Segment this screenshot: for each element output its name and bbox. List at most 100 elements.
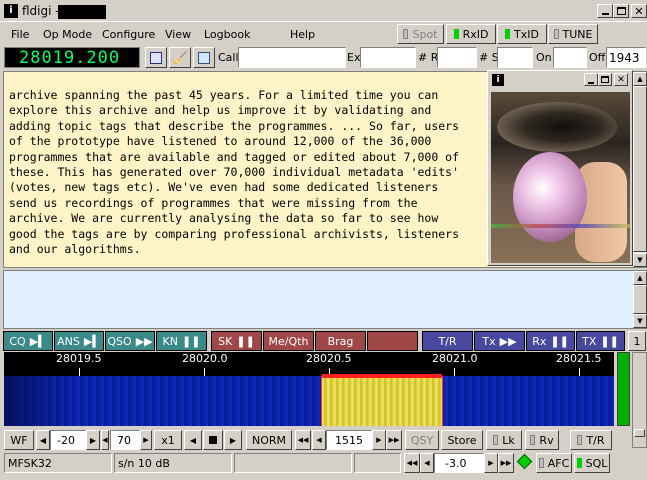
macro-cq-label: CQ bbox=[9, 334, 26, 348]
off-time-input[interactable]: 1943 bbox=[606, 47, 646, 68]
ex-input[interactable] bbox=[360, 47, 416, 68]
image-maximize-button[interactable] bbox=[598, 73, 612, 86]
arrow-left-icon: ◀ bbox=[102, 436, 108, 444]
tx-scroll-thumb[interactable] bbox=[633, 285, 647, 314]
image-minimize-button[interactable] bbox=[584, 73, 598, 86]
rx-scroll-thumb[interactable] bbox=[633, 86, 647, 252]
floor-increment[interactable]: ▶ bbox=[86, 430, 100, 450]
afc-toggle[interactable]: AFC bbox=[536, 453, 572, 473]
menu-logbook[interactable]: Logbook bbox=[204, 28, 251, 41]
on-time-input[interactable] bbox=[553, 47, 587, 68]
spot-toggle[interactable]: Spot bbox=[397, 24, 444, 44]
macro-sk[interactable]: SK ❚❚ bbox=[211, 331, 262, 351]
spot-label: Spot bbox=[412, 27, 438, 41]
tx-text-panel[interactable]: ▲ ▼ bbox=[3, 270, 647, 329]
rst-s-input[interactable] bbox=[497, 47, 533, 68]
zoom-button[interactable]: x1 bbox=[154, 430, 182, 450]
squelch-slider[interactable] bbox=[632, 352, 647, 448]
sql-toggle[interactable]: SQL bbox=[574, 453, 610, 473]
macro-page-button[interactable]: 1 bbox=[628, 331, 646, 351]
rx-scroll-up[interactable]: ▲ bbox=[633, 72, 647, 86]
menu-view[interactable]: View bbox=[165, 28, 192, 41]
menu-file[interactable]: File bbox=[11, 28, 30, 41]
floor-decrement[interactable]: ◀ bbox=[36, 430, 50, 450]
lock-toggle[interactable]: Lk bbox=[486, 430, 522, 450]
tick bbox=[204, 368, 205, 376]
floor-value-field[interactable]: -20 bbox=[50, 430, 86, 450]
carrier-fast-left[interactable]: ◀◀ bbox=[295, 430, 311, 450]
norm-label: NORM bbox=[251, 433, 287, 447]
macro-cq[interactable]: CQ ▶▍ bbox=[3, 331, 53, 351]
rewind-button[interactable]: ◀ bbox=[184, 430, 202, 450]
wf-mode-button[interactable]: WF bbox=[4, 430, 34, 450]
txid-toggle[interactable]: TxID bbox=[497, 24, 547, 44]
menu-configure[interactable]: Configure bbox=[102, 28, 156, 41]
carrier-left[interactable]: ◀ bbox=[312, 430, 326, 450]
close-button[interactable]: ✕ bbox=[631, 4, 647, 18]
arrow-right-icon: ▶ bbox=[89, 435, 97, 445]
tr-toggle[interactable]: T/R bbox=[570, 430, 612, 450]
tick bbox=[79, 368, 80, 376]
tr-led-icon bbox=[577, 435, 583, 445]
image-close-button[interactable]: ✕ bbox=[614, 73, 628, 86]
play-button[interactable]: ▶ bbox=[224, 430, 242, 450]
call-input[interactable] bbox=[238, 47, 346, 68]
macro-qso[interactable]: QSO ▶▶ bbox=[105, 331, 155, 351]
norm-button[interactable]: NORM bbox=[246, 430, 292, 450]
signal-bandwidth-left bbox=[321, 376, 322, 426]
offset-right[interactable]: ▶ bbox=[484, 453, 498, 473]
store-button[interactable]: Store bbox=[441, 430, 483, 450]
macro-empty[interactable] bbox=[367, 331, 418, 351]
maximize-button[interactable] bbox=[613, 4, 629, 18]
mode-status[interactable]: MFSK32 bbox=[4, 453, 112, 473]
range-value-field[interactable]: 70 bbox=[110, 430, 140, 450]
range-decrement[interactable]: ◀ bbox=[101, 430, 109, 450]
squelch-slider-thumb[interactable] bbox=[634, 429, 645, 437]
macro-me-qth[interactable]: Me/Qth bbox=[263, 331, 314, 351]
carrier-fast-right[interactable]: ▶▶ bbox=[386, 430, 402, 450]
range-increment[interactable]: ▶ bbox=[140, 430, 152, 450]
macro-rx[interactable]: Rx ❚❚ bbox=[526, 331, 575, 351]
waterfall[interactable] bbox=[4, 376, 614, 426]
reverse-toggle[interactable]: Rv bbox=[525, 430, 559, 450]
lookup-icon bbox=[198, 51, 210, 64]
frequency-display[interactable]: 28019.200 bbox=[4, 47, 140, 68]
macro-tr[interactable]: T/R bbox=[422, 331, 473, 351]
menu-help[interactable]: Help bbox=[290, 28, 316, 41]
rst-r-input[interactable] bbox=[437, 47, 477, 68]
menu-op-mode[interactable]: Op Mode bbox=[43, 28, 93, 41]
log-qso-button[interactable] bbox=[145, 47, 167, 68]
image-window[interactable]: i ✕ bbox=[487, 70, 633, 266]
macro-brag[interactable]: Brag bbox=[315, 331, 366, 351]
offset-fast-left[interactable]: ◀◀ bbox=[404, 453, 420, 473]
macro-tx[interactable]: Tx ▶▶ bbox=[474, 331, 525, 351]
tx-scroll-up[interactable]: ▲ bbox=[633, 271, 647, 285]
stop-button[interactable] bbox=[203, 430, 223, 450]
sql-label: SQL bbox=[585, 456, 608, 470]
log-row: 28019.200 🧹 Call Ex # R # S On Off 1943 bbox=[0, 45, 647, 70]
clear-fields-button[interactable]: 🧹 bbox=[169, 47, 191, 68]
carrier-right[interactable]: ▶ bbox=[372, 430, 386, 450]
minimize-button[interactable] bbox=[597, 4, 613, 18]
rxid-label: RxID bbox=[462, 27, 489, 41]
off-label: Off bbox=[589, 51, 606, 64]
rxid-toggle[interactable]: RxID bbox=[446, 24, 496, 44]
macro-kn[interactable]: KN ❚❚ bbox=[156, 331, 207, 351]
qsy-button[interactable]: QSY bbox=[405, 430, 439, 450]
scale-label: 28020.0 bbox=[182, 352, 228, 365]
macro-ans[interactable]: ANS ▶▍ bbox=[54, 331, 104, 351]
maximize-icon bbox=[616, 7, 626, 15]
title-bar: i fldigi - ✕ bbox=[0, 0, 647, 22]
offset-left[interactable]: ◀ bbox=[420, 453, 434, 473]
call-lookup-button[interactable] bbox=[193, 47, 215, 68]
rx-scroll-down[interactable]: ▼ bbox=[633, 253, 647, 267]
macro-tx-stop[interactable]: TX ❚❚ bbox=[576, 331, 625, 351]
tx-scrollbar[interactable]: ▲ ▼ bbox=[633, 271, 647, 328]
tune-toggle[interactable]: TUNE bbox=[548, 24, 598, 44]
rx-scrollbar[interactable]: ▲ ▼ bbox=[633, 72, 647, 267]
carrier-field[interactable]: 1515 bbox=[326, 430, 372, 450]
tx-scroll-down[interactable]: ▼ bbox=[633, 314, 647, 328]
offset-field[interactable]: -3.0 bbox=[434, 453, 484, 473]
offset-fast-right[interactable]: ▶▶ bbox=[498, 453, 514, 473]
qsy-label: QSY bbox=[410, 433, 434, 447]
